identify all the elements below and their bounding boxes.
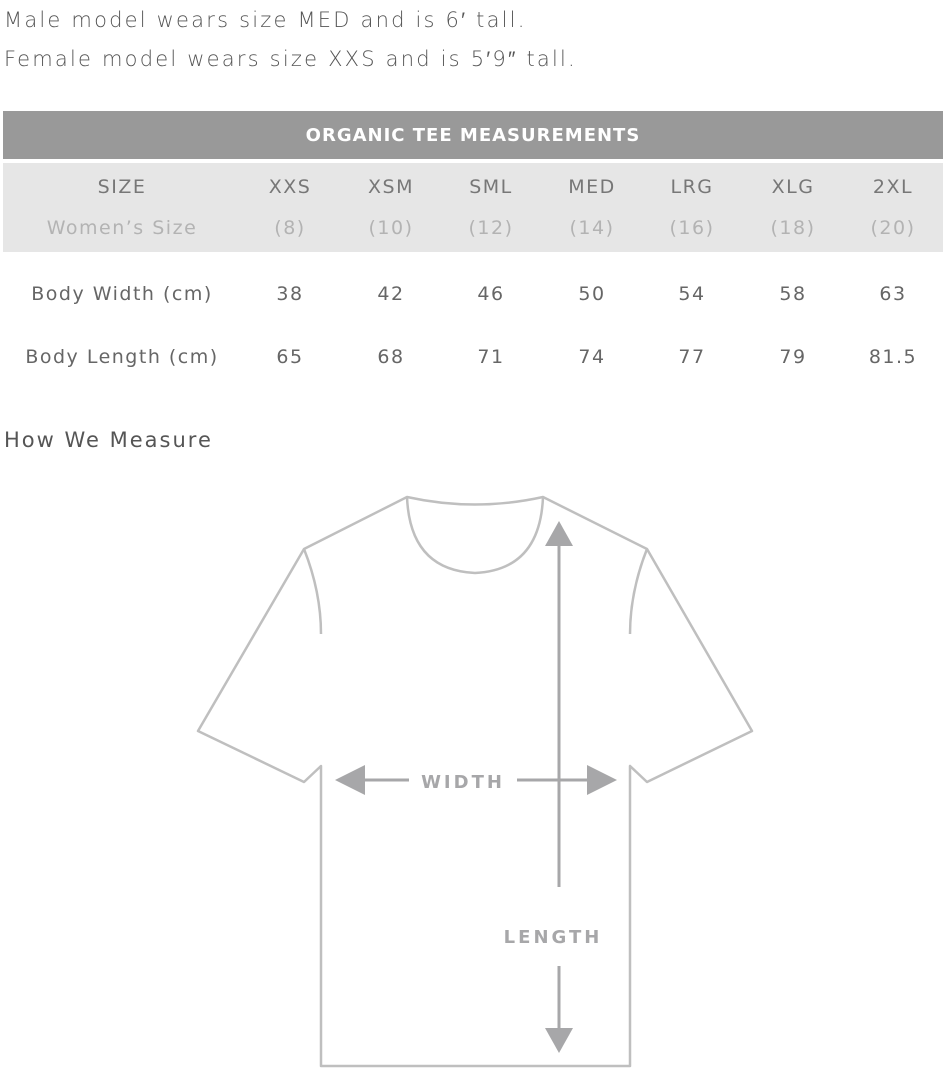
- arrow-up-icon: [545, 521, 573, 546]
- women-size-cell: (18): [770, 217, 816, 239]
- table-subheader: [3, 163, 943, 252]
- table-cell: 71: [477, 346, 505, 368]
- arrow-left-icon: [335, 765, 365, 795]
- women-size-cell: (8): [274, 217, 306, 239]
- women-size-cell: (20): [870, 217, 916, 239]
- male-model-note: Male model wears size MED and is 6′ tall…: [4, 8, 527, 32]
- table-cell: 65: [276, 346, 304, 368]
- size-cell: XSM: [368, 176, 414, 198]
- size-row: SIZE XXS XSM SML MED LRG XLG 2XL: [0, 172, 948, 202]
- table-cell: 46: [477, 283, 505, 305]
- row-label: Body Width (cm): [31, 283, 213, 305]
- table-cell: 74: [578, 346, 606, 368]
- women-size-cell: (16): [669, 217, 715, 239]
- how-we-measure-heading: How We Measure: [4, 428, 213, 452]
- women-size-row: Women’s Size (8) (10) (12) (14) (16) (18…: [0, 213, 948, 243]
- length-label: LENGTH: [504, 927, 603, 948]
- female-model-note: Female model wears size XXS and is 5′9″ …: [4, 47, 577, 71]
- arrow-down-icon: [545, 1028, 573, 1053]
- table-cell: 42: [377, 283, 405, 305]
- body-length-row: Body Length (cm) 65 68 71 74 77 79 81.5: [0, 342, 948, 372]
- width-label: WIDTH: [421, 772, 505, 793]
- size-cell: MED: [568, 176, 616, 198]
- size-cell: LRG: [670, 176, 714, 198]
- table-cell: 50: [578, 283, 606, 305]
- table-cell: 81.5: [868, 346, 918, 368]
- table-cell: 38: [276, 283, 304, 305]
- row-label: Body Length (cm): [25, 346, 219, 368]
- measure-arrows: [335, 521, 617, 1053]
- tshirt-outline: [196, 495, 754, 1068]
- size-cell: 2XL: [872, 176, 914, 198]
- table-cell: 58: [779, 283, 807, 305]
- body-width-row: Body Width (cm) 38 42 46 50 54 58 63: [0, 279, 948, 309]
- size-label: SIZE: [97, 176, 147, 198]
- size-cell: SML: [469, 176, 513, 198]
- size-cell: XLG: [771, 176, 815, 198]
- table-cell: 77: [678, 346, 706, 368]
- women-size-label: Women’s Size: [46, 217, 198, 239]
- table-cell: 54: [678, 283, 706, 305]
- table-cell: 79: [779, 346, 807, 368]
- table-cell: 68: [377, 346, 405, 368]
- table-title: ORGANIC TEE MEASUREMENTS: [3, 111, 943, 159]
- women-size-cell: (12): [468, 217, 514, 239]
- women-size-cell: (14): [569, 217, 615, 239]
- size-cell: XXS: [268, 176, 312, 198]
- women-size-cell: (10): [368, 217, 414, 239]
- arrow-right-icon: [587, 765, 617, 795]
- table-cell: 63: [879, 283, 907, 305]
